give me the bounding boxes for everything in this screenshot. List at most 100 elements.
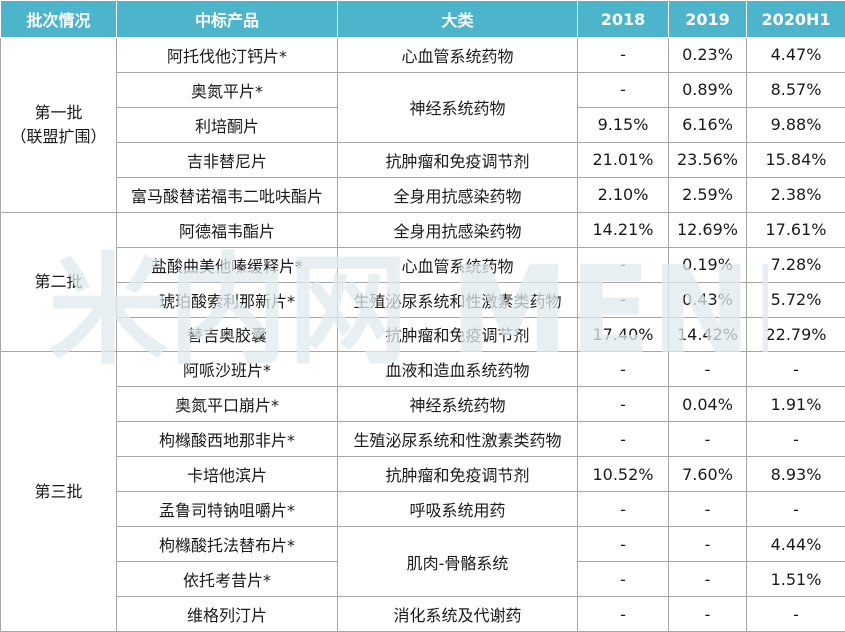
value-2018: -: [577, 281, 669, 318]
table-row: 枸橼酸西地那非片* 生殖泌尿系统和性激素类药物 - - -: [1, 421, 845, 458]
table-row: 孟鲁司特钠咀嚼片* 呼吸系统用药 - - -: [1, 491, 845, 528]
value-2020h1: 15.84%: [746, 141, 845, 178]
header-2018: 2018: [577, 0, 669, 38]
batch-label: 第二批: [34, 272, 83, 292]
value-2020h1: 9.88%: [746, 106, 845, 143]
table-row: 吉非替尼片 抗肿瘤和免疫调节剂 21.01% 23.56% 15.84%: [1, 141, 845, 178]
value-2019: 14.42%: [668, 316, 747, 353]
batch-1-cell: 第一批 （联盟扩围）: [0, 37, 117, 213]
product-cell: 盐酸曲美他嗪缓释片*: [116, 246, 338, 283]
header-2019: 2019: [668, 0, 747, 38]
value-2020h1: 22.79%: [746, 316, 845, 353]
batch-sublabel: （联盟扩围）: [10, 126, 107, 146]
category-cell: 血液和造血系统药物: [337, 351, 578, 388]
value-2019: -: [668, 596, 747, 632]
value-2020h1: 8.57%: [746, 71, 845, 108]
category-cell: 神经系统药物: [337, 71, 578, 143]
value-2020h1: -: [746, 351, 845, 388]
header-batch: 批次情况: [0, 0, 117, 38]
value-2019: -: [668, 561, 747, 597]
value-2019: 0.23%: [668, 37, 747, 73]
value-2019: -: [668, 421, 747, 458]
table-row: 维格列汀片 消化系统及代谢药 - - -: [1, 596, 845, 632]
value-2018: -: [577, 71, 669, 108]
value-2018: 21.01%: [577, 141, 669, 178]
category-cell: 生殖泌尿系统和性激素类药物: [337, 421, 578, 458]
value-2019: 0.89%: [668, 71, 747, 108]
category-cell: 心血管系统药物: [337, 37, 578, 73]
value-2020h1: 4.44%: [746, 526, 845, 563]
table-row: 第二批 阿德福韦酯片 全身用抗感染药物 14.21% 12.69% 17.61%: [0, 211, 845, 353]
product-cell: 阿哌沙班片*: [116, 351, 338, 388]
table-row: 琥珀酸索利那新片* 生殖泌尿系统和性激素类药物 - 0.43% 5.72%: [1, 281, 845, 318]
category-cell: 消化系统及代谢药: [337, 596, 578, 632]
category-cell: 抗肿瘤和免疫调节剂: [337, 141, 578, 178]
value-2019: 0.19%: [668, 246, 747, 283]
category-cell: 心血管系统药物: [337, 246, 578, 283]
value-2019: 7.60%: [668, 456, 747, 493]
value-2019: -: [668, 491, 747, 528]
product-cell: 枸橼酸托法替布片*: [116, 526, 338, 563]
product-cell: 奥氮平口崩片*: [116, 386, 338, 423]
value-2018: -: [577, 386, 669, 423]
value-2019: 6.16%: [668, 106, 747, 143]
product-cell: 琥珀酸索利那新片*: [116, 281, 338, 318]
category-cell: 肌肉-骨骼系统: [337, 526, 578, 597]
value-2020h1: 17.61%: [746, 211, 845, 248]
product-cell: 利培酮片: [116, 106, 338, 143]
value-2018: -: [577, 351, 669, 388]
value-2018: 10.52%: [577, 456, 669, 493]
table-row: 利培酮片 9.15% 6.16% 9.88%: [1, 106, 845, 143]
product-cell: 依托考昔片*: [116, 561, 338, 597]
table-row: 盐酸曲美他嗪缓释片* 心血管系统药物 - 0.19% 7.28%: [1, 246, 845, 283]
category-cell: 生殖泌尿系统和性激素类药物: [337, 281, 578, 318]
table-row: 第三批 阿哌沙班片* 血液和造血系统药物 - - -: [0, 351, 845, 632]
header-product: 中标产品: [116, 0, 338, 38]
product-cell: 卡培他滨片: [116, 456, 338, 493]
value-2018: -: [577, 561, 669, 597]
table-row: 枸橼酸托法替布片* 肌肉-骨骼系统 - - 4.44%: [1, 526, 845, 597]
product-cell: 维格列汀片: [116, 596, 338, 632]
value-2020h1: 2.38%: [746, 176, 845, 213]
table-row: 第一批 （联盟扩围） 阿托伐他汀钙片* 心血管系统药物 - 0.23% 4.47…: [0, 37, 845, 213]
batch-label: 第三批: [34, 481, 83, 501]
value-2020h1: -: [746, 421, 845, 458]
category-cell: 神经系统药物: [337, 386, 578, 423]
value-2020h1: -: [746, 491, 845, 528]
value-2018: 2.10%: [577, 176, 669, 213]
product-cell: 枸橼酸西地那非片*: [116, 421, 338, 458]
value-2018: -: [577, 246, 669, 283]
product-cell: 奥氮平片*: [116, 71, 338, 108]
table-row: 奥氮平片* 神经系统药物 - 0.89% 8.57%: [1, 71, 845, 143]
value-2019: -: [668, 351, 747, 388]
value-2020h1: 5.72%: [746, 281, 845, 318]
product-cell: 阿德福韦酯片: [116, 211, 338, 248]
batch-label: 第一批: [34, 102, 83, 122]
value-2019: 12.69%: [668, 211, 747, 248]
product-cell: 替吉奥胶囊: [116, 316, 338, 353]
value-2018: -: [577, 37, 669, 73]
batch-3-cell: 第三批: [0, 351, 117, 632]
header-row: 批次情况 中标产品 大类 2018 2019 2020H1: [0, 0, 845, 38]
product-cell: 阿托伐他汀钙片*: [116, 37, 338, 73]
product-cell: 孟鲁司特钠咀嚼片*: [116, 491, 338, 528]
header-2020h1: 2020H1: [746, 0, 845, 38]
value-2020h1: 1.51%: [746, 561, 845, 597]
value-2020h1: -: [746, 596, 845, 632]
value-2020h1: 1.91%: [746, 386, 845, 423]
category-cell: 抗肿瘤和免疫调节剂: [337, 456, 578, 493]
category-cell: 全身用抗感染药物: [337, 176, 578, 213]
value-2018: -: [577, 526, 669, 563]
category-cell: 全身用抗感染药物: [337, 211, 578, 248]
value-2019: -: [668, 526, 747, 563]
table-row: 富马酸替诺福韦二吡呋酯片 全身用抗感染药物 2.10% 2.59% 2.38%: [1, 176, 845, 213]
value-2020h1: 8.93%: [746, 456, 845, 493]
table-row: 依托考昔片* - - 1.51%: [1, 561, 845, 597]
value-2018: 17.40%: [577, 316, 669, 353]
value-2019: 2.59%: [668, 176, 747, 213]
value-2019: 23.56%: [668, 141, 747, 178]
value-2019: 0.43%: [668, 281, 747, 318]
table-row: 卡培他滨片 抗肿瘤和免疫调节剂 10.52% 7.60% 8.93%: [1, 456, 845, 493]
category-cell: 抗肿瘤和免疫调节剂: [337, 316, 578, 353]
